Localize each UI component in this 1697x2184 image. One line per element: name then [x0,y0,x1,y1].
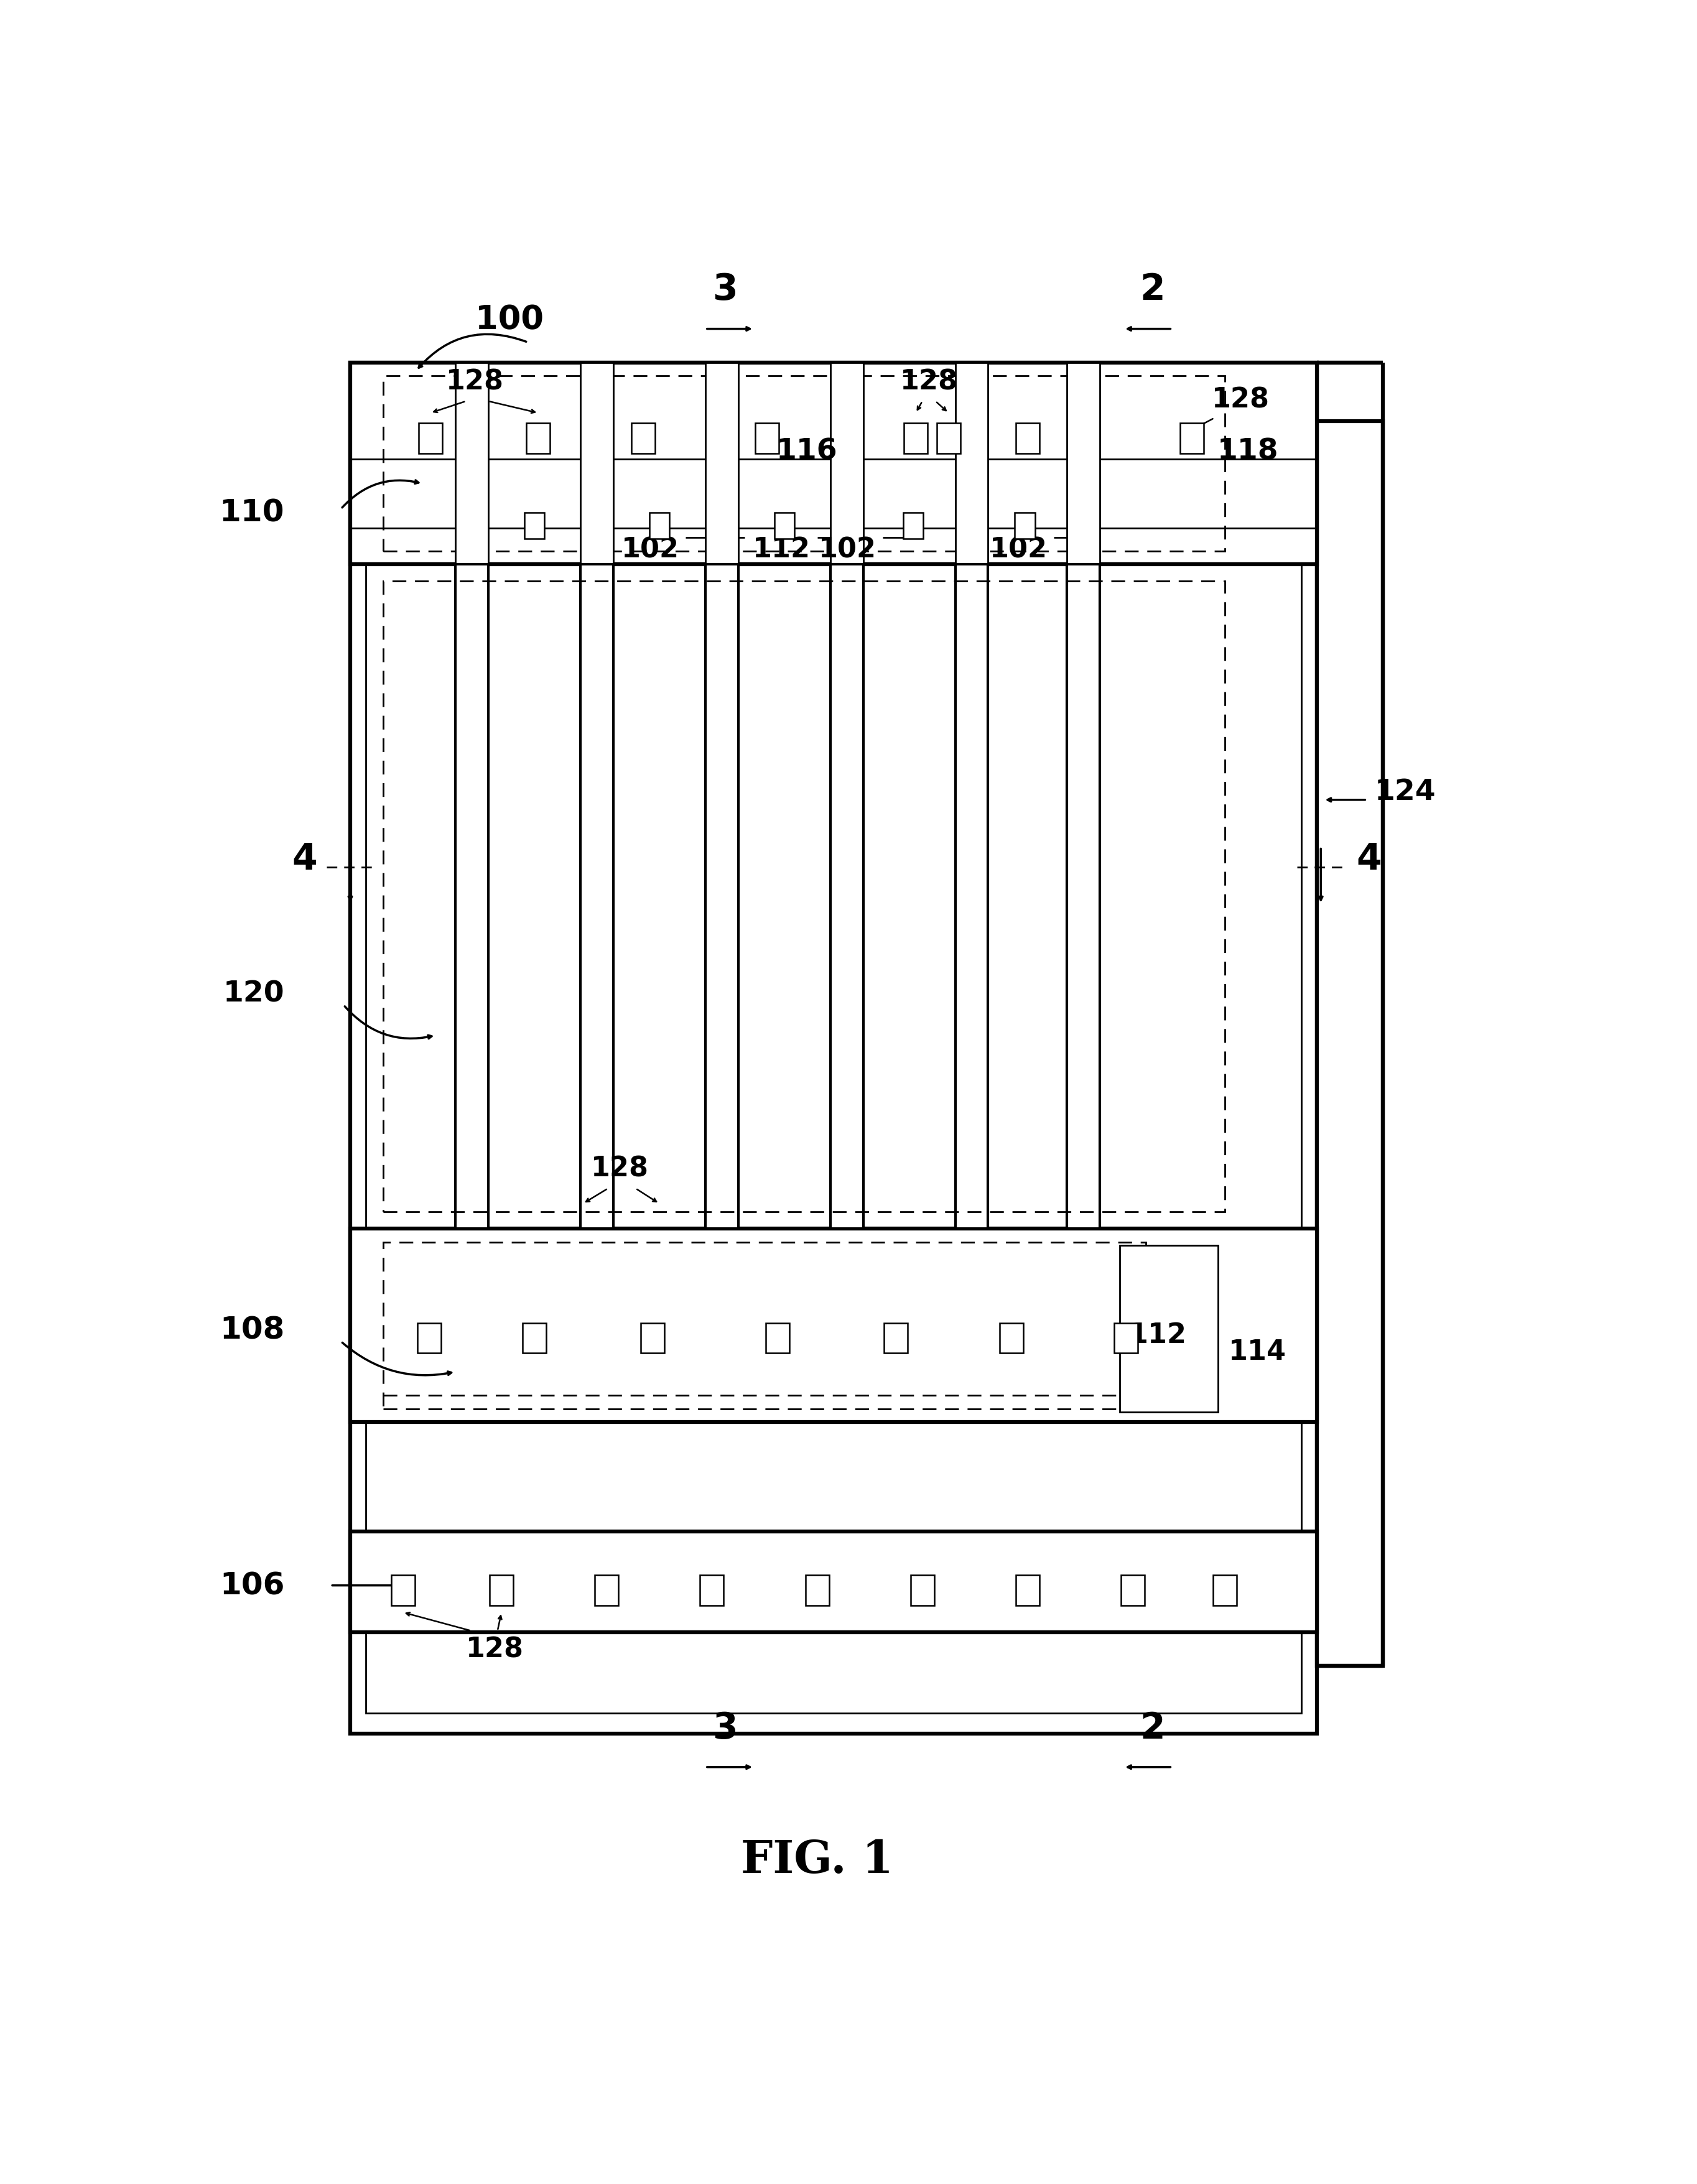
Bar [806,1575,828,1605]
Text: 128: 128 [446,369,504,395]
Text: FIG. 1: FIG. 1 [742,1837,893,1883]
Bar [955,566,988,1230]
Bar [911,1575,933,1605]
Text: 128: 128 [467,1636,524,1662]
Bar [1317,422,1383,1666]
Bar [580,363,613,566]
Bar [390,1575,414,1605]
Bar [417,1324,441,1354]
Bar [774,513,794,539]
Bar [350,363,1317,1734]
Bar [1067,363,1100,566]
Bar [905,424,928,454]
Text: 128: 128 [1212,387,1269,413]
Bar [830,363,864,566]
Bar [524,513,545,539]
Text: 102: 102 [621,537,679,563]
Text: 110: 110 [219,498,285,529]
Text: 2: 2 [1140,1710,1166,1745]
Bar [1067,566,1100,1230]
Bar [384,1243,1145,1409]
Bar [419,424,443,454]
Bar [490,1575,512,1605]
Bar [1122,1575,1144,1605]
Bar [884,1324,908,1354]
Text: 108: 108 [219,1315,285,1345]
Bar [580,566,613,1230]
Bar [1115,1324,1139,1354]
Bar [765,1324,789,1354]
Text: 120: 120 [222,981,285,1007]
Text: 124: 124 [1375,778,1436,806]
Text: 102: 102 [818,537,876,563]
Bar [1000,1324,1023,1354]
Bar [830,566,864,1230]
Text: 128: 128 [899,369,957,395]
Bar [455,363,489,566]
Text: 112: 112 [1129,1321,1186,1348]
Text: 128: 128 [591,1155,648,1182]
Bar [1017,424,1039,454]
Bar [1179,424,1203,454]
Bar [523,1324,546,1354]
Bar [384,581,1225,1212]
Bar [937,424,961,454]
Bar [903,513,923,539]
Text: 112: 112 [753,537,811,563]
Bar [367,382,1302,1714]
Text: 118: 118 [1217,437,1278,465]
Text: 3: 3 [713,273,738,308]
Bar [701,1575,723,1605]
Bar [1015,513,1035,539]
Text: 106: 106 [219,1570,285,1601]
Bar [350,1230,1317,1422]
Text: 116: 116 [776,437,837,465]
Bar [641,1324,665,1354]
Bar [596,1575,618,1605]
Bar [526,424,550,454]
Bar [1213,1575,1237,1605]
Bar [350,363,1317,566]
Bar [755,424,779,454]
Bar [350,1531,1317,1634]
Bar [706,566,738,1230]
Bar [455,566,489,1230]
Bar [631,424,655,454]
Text: 102: 102 [989,537,1047,563]
Bar [384,376,1225,550]
Bar [1017,1575,1039,1605]
Bar [1120,1245,1218,1413]
Text: 114: 114 [1229,1339,1286,1365]
Bar [650,513,669,539]
Bar [706,363,738,566]
Text: 2: 2 [1140,273,1166,308]
Bar [955,363,988,566]
Text: 4: 4 [1356,841,1381,876]
Text: 100: 100 [475,304,543,336]
Text: 3: 3 [713,1710,738,1745]
Text: 4: 4 [292,841,317,876]
